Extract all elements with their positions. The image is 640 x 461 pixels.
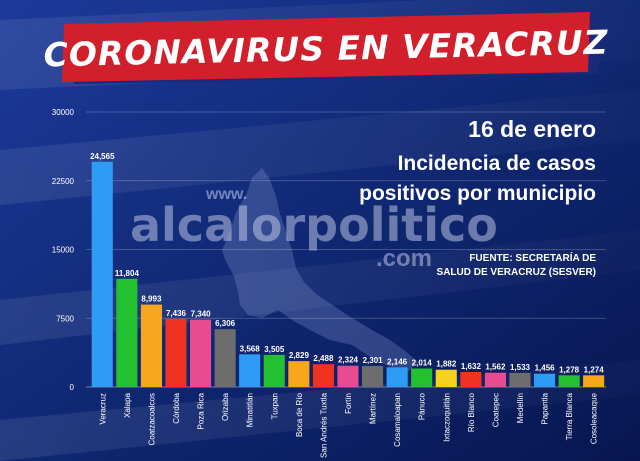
x-category-label: Coatzacoalcos	[147, 393, 156, 445]
x-category-label: Minatitlán	[246, 393, 255, 427]
bar-value-label: 2,146	[387, 357, 408, 366]
bar	[411, 368, 433, 387]
y-tick-label: 22500	[52, 177, 75, 186]
watermark-tld: .com	[376, 245, 432, 272]
bar-value-label: 2,324	[338, 356, 359, 365]
bar-value-label: 1,562	[485, 363, 506, 372]
bar-value-label: 7,436	[166, 309, 187, 318]
bar-value-label: 2,014	[412, 359, 433, 368]
bar	[140, 304, 162, 387]
subtitle-line-1: Incidencia de casos	[398, 152, 596, 175]
bar-value-label: 1,456	[535, 364, 556, 373]
bar	[362, 365, 384, 387]
bar	[509, 372, 531, 387]
bar	[435, 369, 457, 387]
watermark: www. alcalorpolitico .com	[130, 186, 498, 272]
veracruz-map-silhouette	[222, 168, 418, 372]
bar-value-label: 1,632	[461, 362, 482, 371]
y-tick-label: 0	[70, 383, 75, 392]
category-labels: Veracruz Xalapa Coatzacoalcos Córdoba Poza R…	[98, 392, 598, 457]
y-tick-label: 15000	[52, 246, 75, 255]
x-category-label: Córdoba	[172, 392, 181, 423]
bar	[91, 161, 113, 387]
y-axis-ticks: 0 7500 15000 22500 30000	[52, 108, 75, 392]
bar	[312, 364, 334, 387]
x-category-label: Río Blanco	[467, 392, 476, 432]
watermark-www: www.	[205, 186, 247, 203]
bar-value-label: 2,829	[289, 351, 310, 360]
x-category-label: Medellín	[516, 393, 525, 423]
bar-value-label: 3,505	[264, 345, 285, 354]
source-line-1: FUENTE: SECRETARÍA DE	[469, 251, 596, 264]
x-category-label: Cosamaloapan	[393, 393, 402, 447]
banner-red	[62, 12, 590, 82]
bar	[239, 354, 261, 387]
bar	[558, 375, 580, 387]
y-tick-label: 30000	[52, 108, 75, 117]
bar	[165, 318, 187, 387]
bar-value-label: 8,993	[141, 295, 162, 304]
bar	[214, 329, 236, 387]
x-category-label: Ixtaczoquitlán	[442, 393, 451, 442]
bar	[337, 365, 359, 387]
x-category-label: Pánuco	[418, 392, 427, 420]
bar-series	[91, 161, 605, 387]
bar-value-label: 3,568	[240, 344, 261, 353]
x-category-label: Boca de Río	[295, 392, 304, 437]
bar-value-label: 1,278	[559, 365, 580, 374]
date-heading: 16 de enero	[468, 116, 596, 142]
bar-value-label: 24,565	[90, 152, 115, 161]
bar	[460, 372, 482, 387]
title-banner: CORONAVIRUS EN VERACRUZ	[43, 12, 609, 84]
x-category-label: Orizaba	[221, 392, 230, 421]
bar-value-label: 7,340	[191, 310, 212, 319]
bar-value-label: 2,301	[363, 356, 384, 365]
bar	[190, 319, 212, 387]
x-category-label: Xalapa	[123, 392, 132, 417]
bar	[534, 373, 556, 387]
x-category-label: Fortín	[344, 393, 353, 414]
x-category-label: Papantla	[541, 392, 550, 424]
bar	[263, 354, 285, 387]
source-line-2: SALUD DE VERACRUZ (SESVER)	[437, 267, 596, 278]
x-category-label: Coatepec	[491, 393, 500, 427]
x-category-label: San Andrés Tuxtla	[319, 392, 328, 457]
y-tick-label: 7500	[56, 314, 74, 323]
bar	[116, 278, 138, 387]
x-category-label: Martínez	[369, 393, 378, 424]
bar	[583, 375, 605, 387]
x-category-label: Tierra Blanca	[565, 392, 574, 440]
subtitle-line-2: positivos por municipio	[359, 182, 596, 205]
x-category-label: Cosoleacaque	[590, 392, 599, 444]
bar	[288, 361, 310, 387]
x-category-label: Tuxpan	[270, 393, 279, 419]
bar-value-label: 1,882	[436, 360, 457, 369]
x-category-label: Veracruz	[98, 393, 107, 425]
info-block: 16 de enero Incidencia de casos positivo…	[359, 116, 596, 278]
bar	[484, 372, 506, 387]
x-category-label: Poza Rica	[197, 392, 206, 429]
bar-value-label: 1,533	[510, 363, 531, 372]
bar	[386, 367, 408, 387]
bar-value-label: 2,488	[313, 354, 334, 363]
bar-value-label: 11,804	[115, 269, 140, 278]
bar-value-label: 6,306	[215, 319, 236, 328]
watermark-brand: alcalorpolitico	[130, 198, 498, 252]
bar-value-label: 1,274	[584, 365, 605, 374]
